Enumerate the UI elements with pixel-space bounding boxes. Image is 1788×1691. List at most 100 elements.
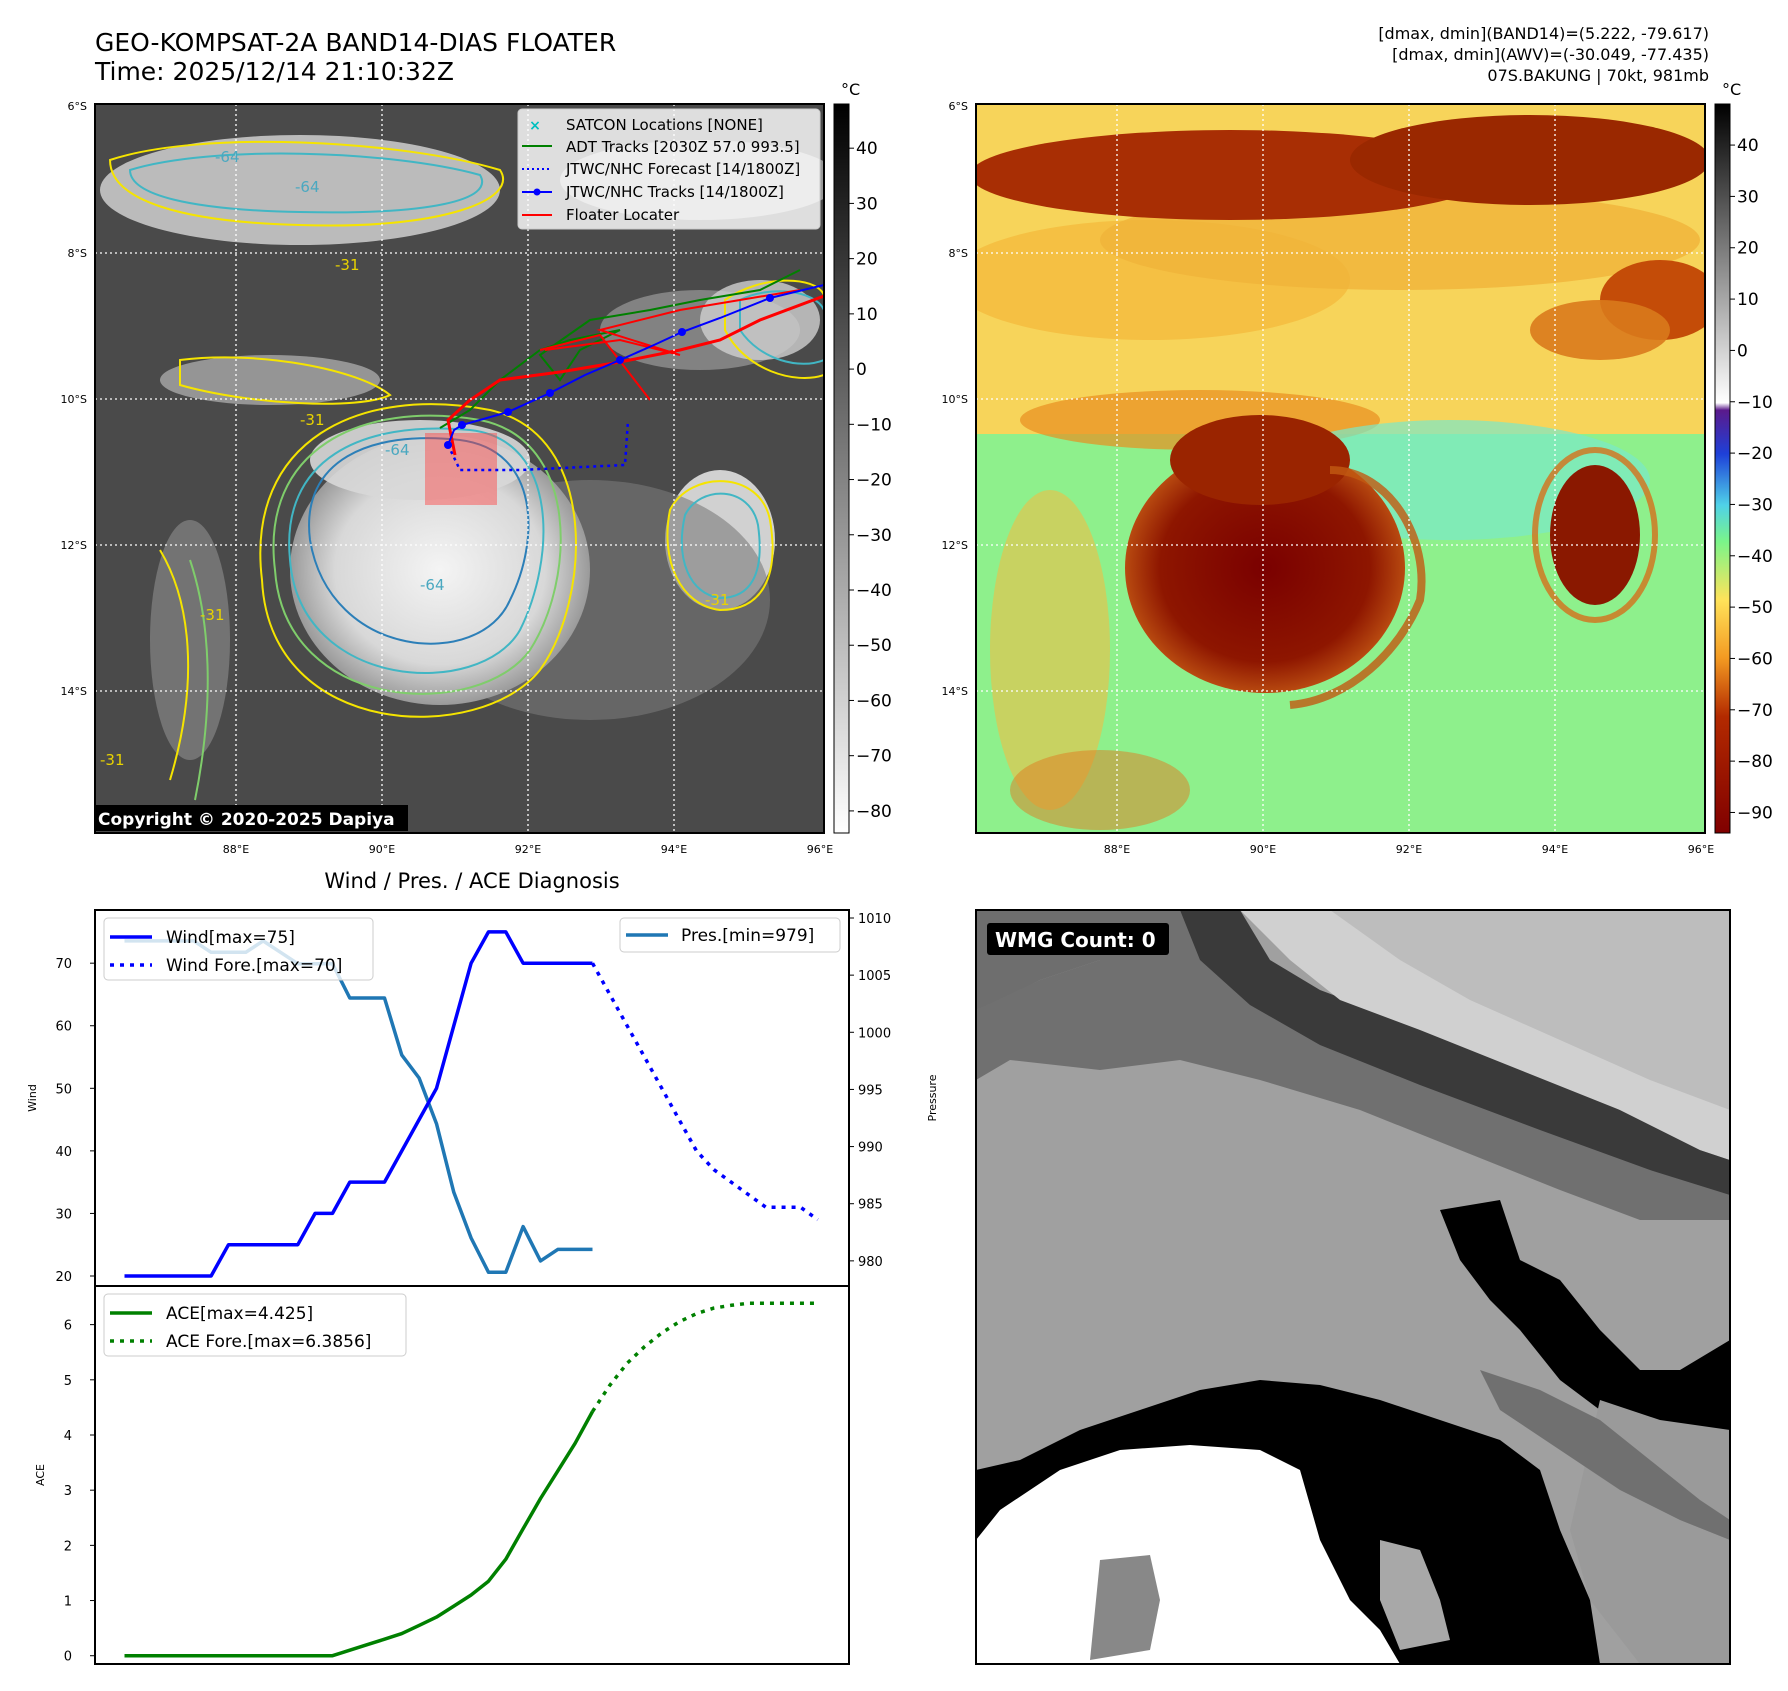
svg-text:12°S: 12°S	[942, 539, 968, 552]
gray-colorbar-tick-label: −20	[856, 471, 892, 491]
wind-ytick-label: 30	[55, 1207, 72, 1222]
wind-forecast-line-point	[678, 1118, 681, 1121]
wind-forecast-line-point	[626, 1024, 629, 1027]
ace-axes-frame	[94, 1285, 850, 1665]
legend-wind-forecast: Wind Fore.[max=70]	[110, 956, 342, 976]
ace-forecast-line-point	[712, 1307, 715, 1310]
gray-colorbar: °C 40 30 20 10 0 −10 −20 −30 −40 −50 −60 −70 −80	[833, 80, 892, 834]
ace-line-point	[539, 1497, 542, 1500]
ace-forecast-line-point	[678, 1320, 681, 1323]
svg-text:8°S: 8°S	[949, 247, 968, 260]
legend-entry-floater: Floater Locater	[522, 206, 680, 224]
wind-pressure-chart: Wind / Pres. / ACE Diagnosis Wind Pressu…	[26, 869, 939, 1287]
ir-map-image: -64 -64 -31 -31 -64 -64 -31 -31 -31 Copy…	[95, 104, 824, 833]
wind-ytick-label: 50	[55, 1082, 72, 1097]
ace-line-point	[383, 1638, 386, 1641]
ace-line	[124, 1410, 595, 1658]
ir-map-frame	[94, 103, 825, 834]
ace-line-point	[470, 1594, 473, 1597]
svg-text:Wind[max=75]: Wind[max=75]	[166, 928, 295, 948]
ace-ytick-label: 1	[64, 1595, 72, 1610]
ace-ylabel: ACE	[34, 1464, 47, 1486]
ace-line-point	[452, 1605, 455, 1608]
ace-forecast-line-point	[764, 1302, 767, 1305]
color-lat-labels: 6°S 8°S 10°S 12°S 14°S	[942, 100, 968, 698]
pressure-ytick-label: 1010	[858, 912, 891, 927]
wind-line	[124, 930, 593, 1278]
pressure-line-point	[539, 1259, 542, 1262]
wind-ytick-label: 70	[55, 957, 72, 972]
ace-line-point	[123, 1654, 126, 1657]
legend-ace-forecast: ACE Fore.[max=6.3856]	[110, 1332, 371, 1352]
ace-forecast-line-point	[695, 1312, 698, 1315]
stats-band14: [dmax, dmin](BAND14)=(5.222, -79.617)	[1378, 24, 1709, 43]
pressure-line-point	[591, 1248, 594, 1251]
legend-wind: Wind[max=75]	[110, 928, 295, 948]
ace-line-point	[400, 1632, 403, 1635]
ace-forecast-line-point	[782, 1302, 785, 1305]
wind-line-point	[556, 962, 559, 965]
color-colorbar-tick-label: −50	[1737, 598, 1773, 618]
wind-line-point	[244, 1243, 247, 1246]
gray-colorbar-unit: °C	[841, 80, 860, 99]
stats-storm: 07S.BAKUNG | 70kt, 981mb	[1487, 66, 1709, 85]
wmg-frame	[975, 909, 1731, 1665]
gray-colorbar-tick-label: −70	[856, 747, 892, 767]
color-colorbar-tick-label: 40	[1737, 136, 1759, 156]
wind-forecast-line-point	[816, 1218, 819, 1221]
color-colorbar-tick-label: −70	[1737, 701, 1773, 721]
wind-line-point	[366, 1181, 369, 1184]
ace-line-point	[192, 1654, 195, 1657]
ir-map-panel: -64 -64 -31 -31 -64 -64 -31 -31 -31 Copy…	[61, 100, 834, 856]
legend-ace: ACE[max=4.425]	[110, 1304, 313, 1324]
ace-line-point	[522, 1527, 525, 1530]
svg-text:10°S: 10°S	[942, 393, 968, 406]
pressure-line-point	[366, 997, 369, 1000]
gray-colorbar-tick-label: 10	[856, 305, 878, 325]
color-colorbar-tick-label: 0	[1737, 341, 1748, 361]
contour-label: -31	[200, 606, 225, 624]
wind-forecast-line-point	[712, 1168, 715, 1171]
svg-text:90°E: 90°E	[369, 843, 395, 856]
ace-line-point	[435, 1616, 438, 1619]
ace-line-point	[418, 1624, 421, 1627]
svg-text:Wind Fore.[max=70]: Wind Fore.[max=70]	[166, 956, 342, 976]
wind-ytick-label: 20	[55, 1270, 72, 1285]
svg-text:14°S: 14°S	[61, 685, 87, 698]
ace-line-point	[227, 1654, 230, 1657]
ace-forecast-line-point	[626, 1362, 629, 1365]
color-colorbar: °C 40 30 20 10 0 −10 −20 −30 −40 −50 −60 −70 −80 −90	[1714, 80, 1773, 834]
ace-forecast-line-point	[608, 1384, 611, 1387]
ace-line-point	[574, 1442, 577, 1445]
pressure-ytick-label: 985	[858, 1198, 883, 1213]
pressure-line	[124, 939, 593, 1275]
map-legend: × SATCON Locations [NONE] ADT Tracks [20…	[517, 108, 821, 230]
wind-line-point	[331, 1212, 334, 1215]
wind-line-point	[279, 1243, 282, 1246]
pressure-line-point	[435, 1122, 438, 1125]
svg-text:94°E: 94°E	[1542, 843, 1568, 856]
svg-text:92°E: 92°E	[1396, 843, 1422, 856]
ace-forecast-line-point	[747, 1302, 750, 1305]
wind-forecast-line	[590, 962, 819, 1222]
ace-ytick-label: 5	[64, 1374, 72, 1389]
wind-line-point	[400, 1149, 403, 1152]
ace-line-point	[504, 1558, 507, 1561]
legend-entry-satcon: × SATCON Locations [NONE]	[529, 116, 763, 134]
ace-ytick-label: 2	[64, 1539, 72, 1554]
wind-line-point	[504, 930, 507, 933]
wind-line-point	[262, 1243, 265, 1246]
wind-line-point	[175, 1275, 178, 1278]
svg-text:96°E: 96°E	[807, 843, 833, 856]
wind-forecast-line-point	[643, 1056, 646, 1059]
stats-awv: [dmax, dmin](AWV)=(-30.049, -77.435)	[1392, 45, 1709, 64]
wind-forecast-line-point	[591, 962, 594, 965]
wind-line-point	[348, 1181, 351, 1184]
wmg-panel: WMG Count: 0	[975, 909, 1731, 1665]
svg-text:6°S: 6°S	[949, 100, 968, 113]
pressure-line-point	[504, 1271, 507, 1274]
figure-title: GEO-KOMPSAT-2A BAND14-DIAS FLOATER	[95, 28, 616, 57]
ace-ytick-label: 4	[64, 1429, 72, 1444]
ace-forecast-line-point	[660, 1331, 663, 1334]
legend-entry-jtwc-tracks: JTWC/NHC Tracks [14/1800Z]	[522, 183, 784, 201]
